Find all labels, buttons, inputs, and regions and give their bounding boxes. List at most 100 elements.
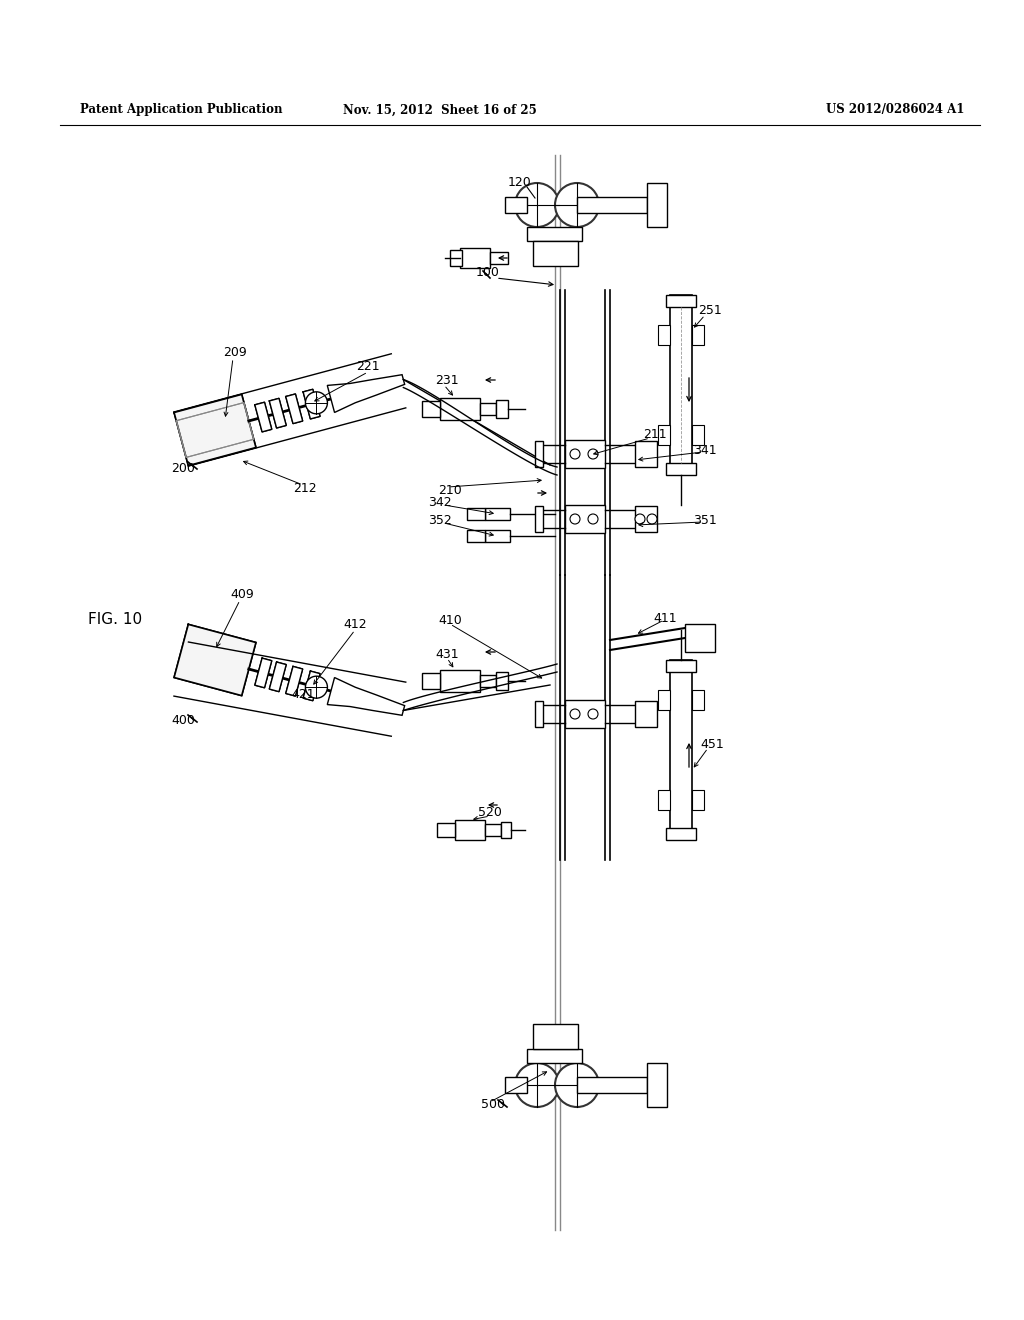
- Bar: [460, 248, 490, 268]
- Text: Nov. 15, 2012  Sheet 16 of 25: Nov. 15, 2012 Sheet 16 of 25: [343, 103, 537, 116]
- Text: 409: 409: [230, 589, 254, 602]
- Bar: [467, 508, 485, 520]
- Bar: [692, 789, 705, 810]
- Bar: [535, 441, 543, 467]
- Ellipse shape: [555, 183, 599, 227]
- Polygon shape: [269, 399, 287, 428]
- Bar: [505, 1077, 527, 1093]
- Text: 410: 410: [438, 614, 462, 627]
- Bar: [565, 506, 605, 533]
- Ellipse shape: [635, 513, 645, 524]
- Text: 431: 431: [435, 648, 459, 660]
- Text: 210: 210: [438, 483, 462, 496]
- Bar: [658, 325, 670, 345]
- Bar: [455, 820, 485, 840]
- Bar: [534, 1024, 578, 1049]
- Text: 421: 421: [291, 689, 314, 701]
- Bar: [658, 690, 670, 710]
- Bar: [577, 197, 647, 213]
- Ellipse shape: [647, 513, 657, 524]
- Ellipse shape: [588, 709, 598, 719]
- Text: 100: 100: [476, 265, 500, 279]
- Polygon shape: [269, 663, 287, 692]
- Bar: [501, 822, 511, 838]
- Ellipse shape: [588, 513, 598, 524]
- Bar: [440, 399, 480, 420]
- Polygon shape: [303, 671, 321, 701]
- Bar: [480, 675, 496, 686]
- Polygon shape: [328, 677, 404, 715]
- Ellipse shape: [570, 709, 580, 719]
- Bar: [496, 672, 508, 690]
- Text: 412: 412: [343, 619, 367, 631]
- Text: 400: 400: [171, 714, 195, 726]
- Bar: [635, 441, 657, 467]
- Text: 341: 341: [693, 444, 717, 457]
- Bar: [666, 294, 696, 308]
- Bar: [577, 1077, 647, 1093]
- Bar: [485, 508, 510, 520]
- Bar: [422, 401, 440, 417]
- Bar: [422, 673, 440, 689]
- Bar: [692, 325, 705, 345]
- Polygon shape: [328, 375, 404, 412]
- Text: 212: 212: [293, 482, 316, 495]
- Bar: [666, 463, 696, 475]
- Polygon shape: [174, 624, 256, 696]
- Polygon shape: [286, 393, 303, 424]
- Ellipse shape: [555, 1063, 599, 1107]
- Bar: [450, 249, 462, 267]
- Bar: [496, 400, 508, 418]
- Text: 120: 120: [508, 176, 531, 189]
- Text: 352: 352: [428, 513, 452, 527]
- Bar: [666, 660, 696, 672]
- Bar: [635, 701, 657, 727]
- Bar: [565, 700, 605, 729]
- Text: 200: 200: [171, 462, 195, 474]
- Text: 520: 520: [478, 805, 502, 818]
- Ellipse shape: [515, 183, 559, 227]
- Text: 221: 221: [356, 360, 380, 374]
- Bar: [527, 1049, 582, 1063]
- Bar: [485, 531, 510, 543]
- Bar: [437, 822, 455, 837]
- Bar: [565, 440, 605, 469]
- Text: US 2012/0286024 A1: US 2012/0286024 A1: [825, 103, 965, 116]
- Bar: [647, 183, 667, 227]
- Text: 251: 251: [698, 304, 722, 317]
- Bar: [647, 1063, 667, 1107]
- Bar: [692, 425, 705, 445]
- Bar: [670, 660, 692, 840]
- Bar: [467, 531, 485, 543]
- Polygon shape: [255, 403, 271, 432]
- Text: 209: 209: [223, 346, 247, 359]
- Text: FIG. 10: FIG. 10: [88, 612, 142, 627]
- Bar: [485, 824, 501, 836]
- Text: 351: 351: [693, 513, 717, 527]
- Ellipse shape: [570, 449, 580, 459]
- Bar: [527, 227, 582, 242]
- Polygon shape: [255, 659, 271, 688]
- Bar: [480, 403, 496, 414]
- Polygon shape: [286, 667, 303, 696]
- Bar: [635, 506, 657, 532]
- Text: 211: 211: [643, 429, 667, 441]
- Ellipse shape: [305, 392, 328, 414]
- Bar: [670, 294, 692, 475]
- Text: 342: 342: [428, 495, 452, 508]
- Text: 451: 451: [700, 738, 724, 751]
- Bar: [658, 425, 670, 445]
- Bar: [490, 252, 508, 264]
- Ellipse shape: [570, 513, 580, 524]
- Text: 231: 231: [435, 374, 459, 387]
- Ellipse shape: [515, 1063, 559, 1107]
- Bar: [505, 197, 527, 213]
- Text: 500: 500: [481, 1098, 505, 1111]
- Polygon shape: [303, 389, 321, 418]
- Bar: [534, 242, 578, 267]
- Bar: [535, 701, 543, 727]
- Bar: [440, 671, 480, 692]
- Bar: [666, 828, 696, 840]
- Text: Patent Application Publication: Patent Application Publication: [80, 103, 283, 116]
- Bar: [658, 789, 670, 810]
